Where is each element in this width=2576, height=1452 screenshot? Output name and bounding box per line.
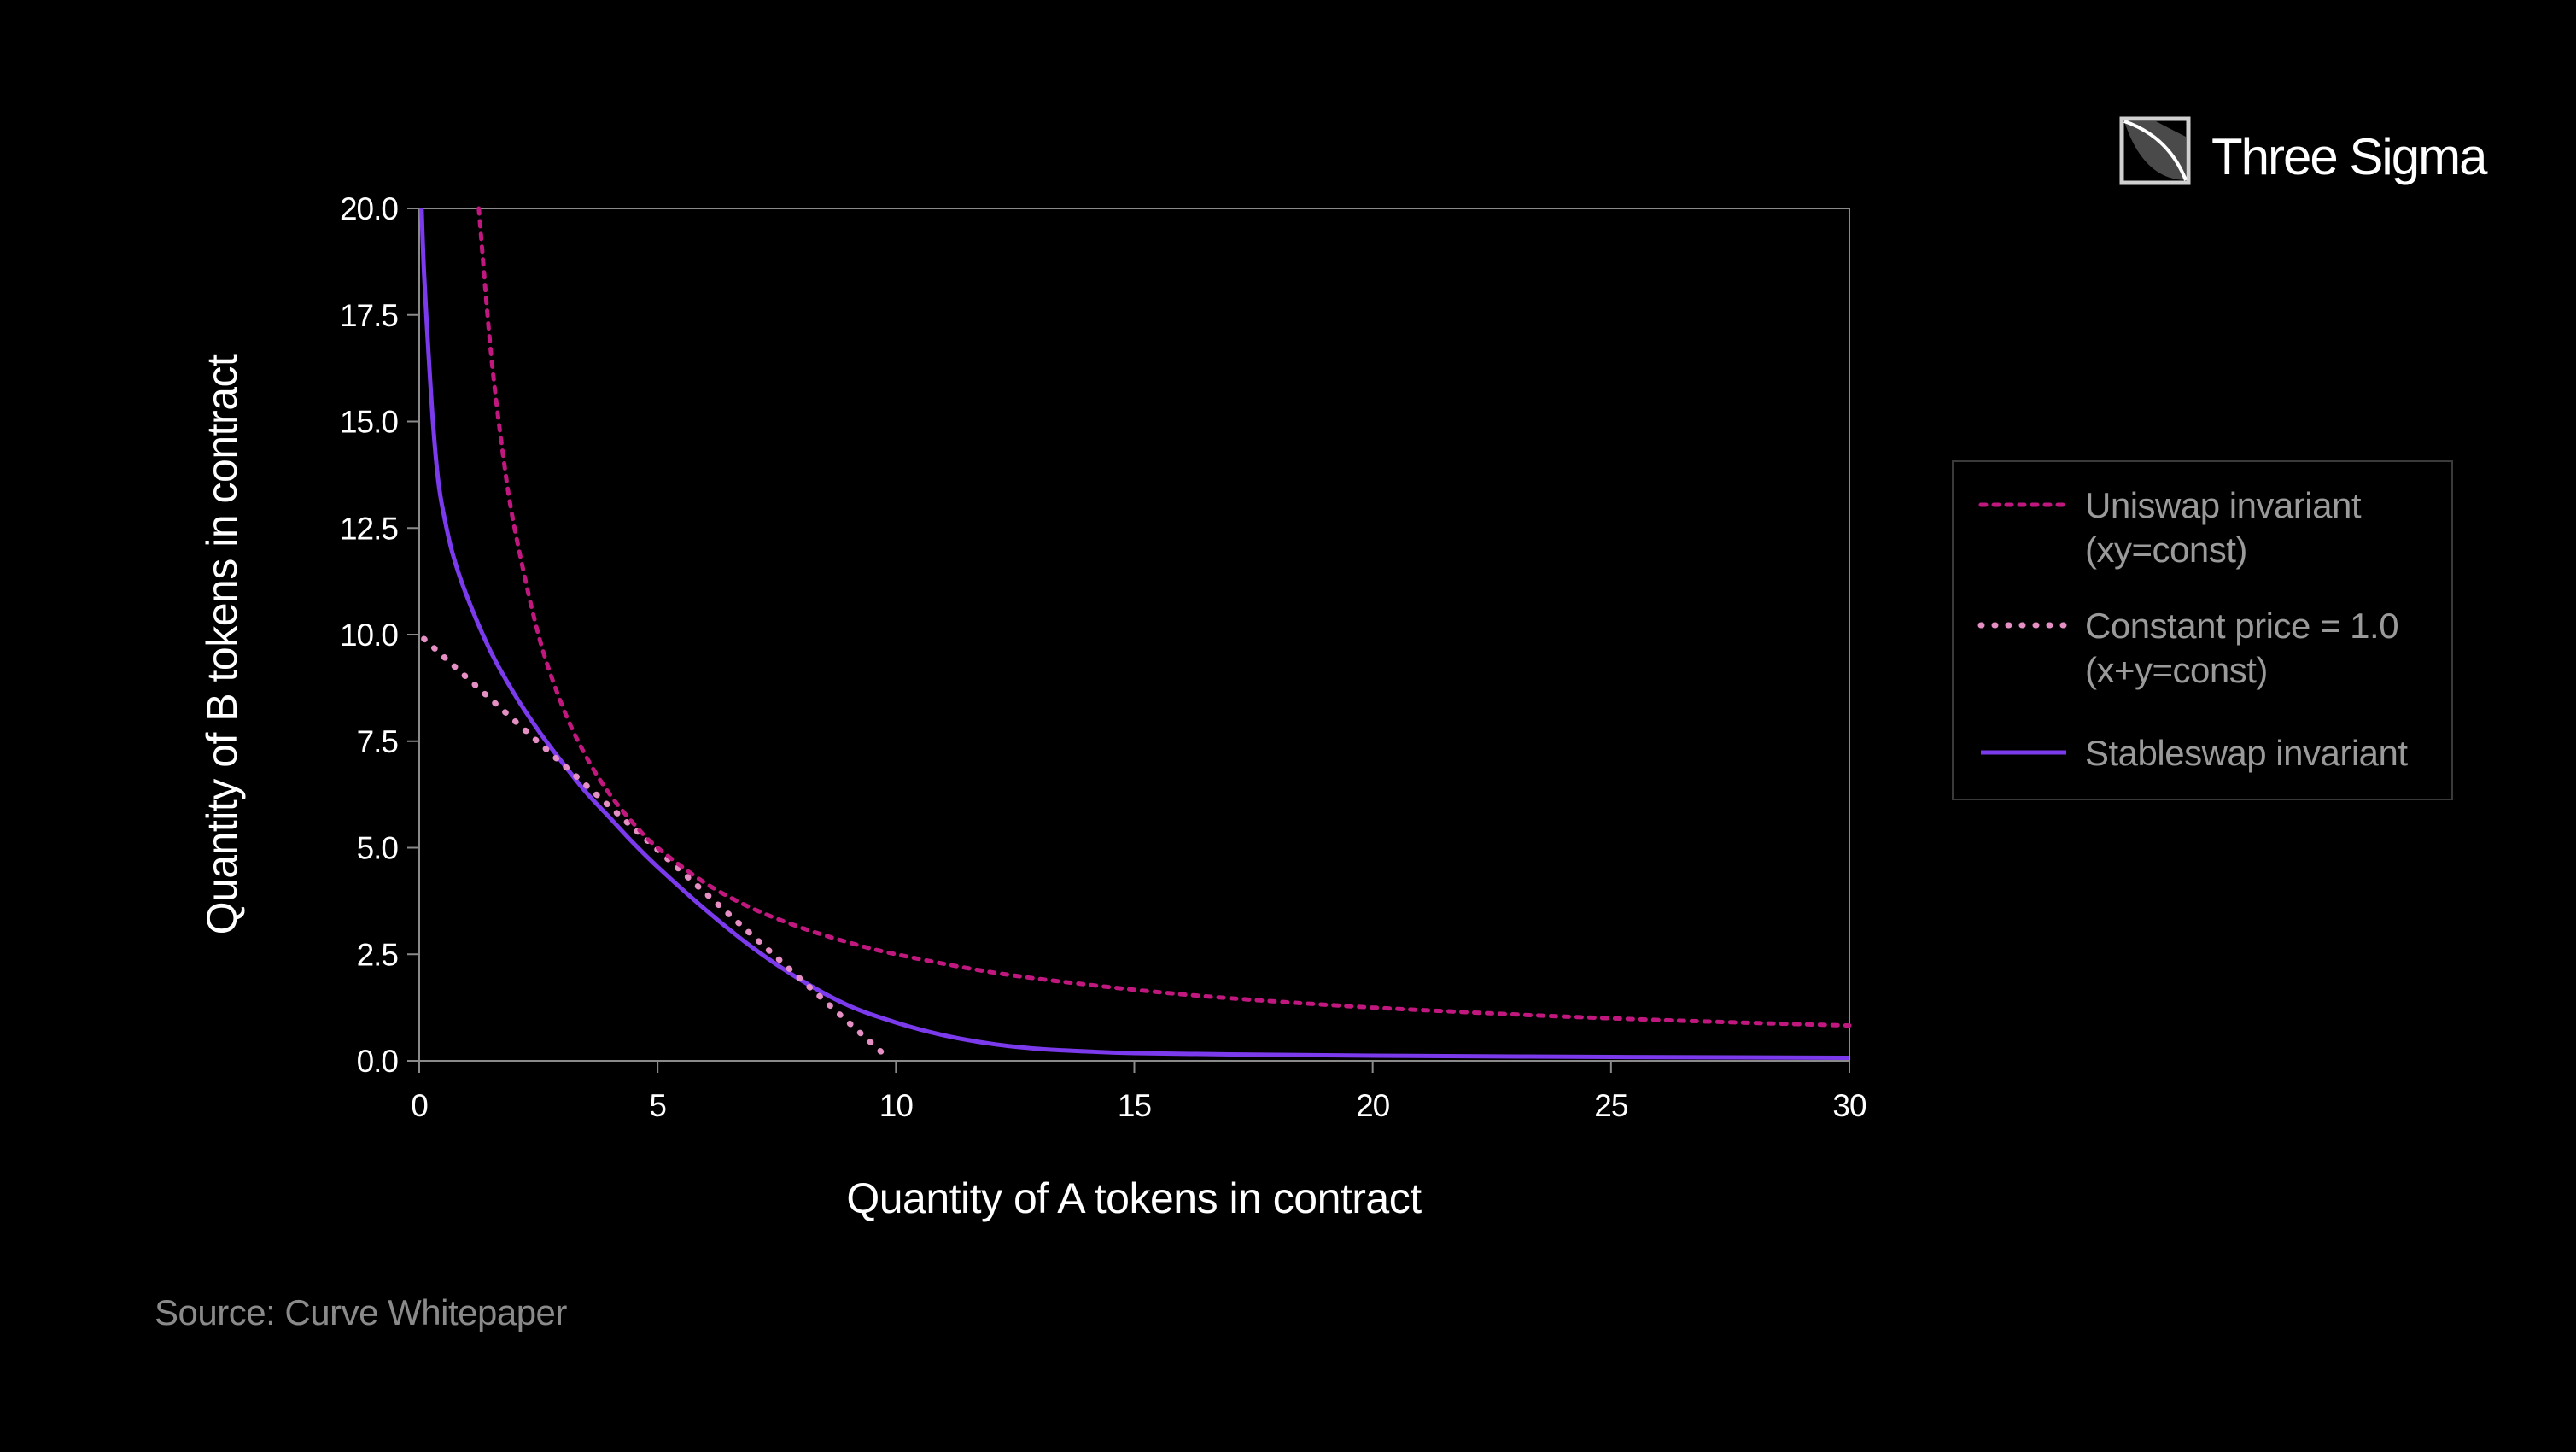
three-sigma-logo-icon xyxy=(2119,116,2191,185)
x-tick-label: 20 xyxy=(1356,1088,1390,1123)
y-tick-label: 12.5 xyxy=(340,511,398,546)
series-layer xyxy=(419,206,1852,1061)
legend-box xyxy=(1952,460,2453,800)
y-tick-label: 10.0 xyxy=(340,618,398,653)
x-tick-label: 0 xyxy=(411,1088,428,1123)
legend-label: Constant price = 1.0 xyxy=(2085,606,2398,646)
y-tick-label: 7.5 xyxy=(357,724,399,759)
y-tick-label: 0.0 xyxy=(357,1044,399,1079)
x-axis-title: Quantity of A tokens in contract xyxy=(846,1174,1422,1222)
y-tick-label: 20.0 xyxy=(340,191,398,226)
legend-label: Uniswap invariant xyxy=(2085,485,2362,525)
series-line-2 xyxy=(419,208,1850,1061)
legend-label: (x+y=const) xyxy=(2085,650,2268,690)
x-tick-label: 15 xyxy=(1118,1088,1152,1123)
x-tick-label: 25 xyxy=(1594,1088,1628,1123)
series-line-1 xyxy=(421,635,890,1060)
brand-logo: Three Sigma xyxy=(2119,116,2490,185)
y-tick-label: 15.0 xyxy=(340,405,398,440)
y-tick-label: 17.5 xyxy=(340,298,398,333)
x-tick-label: 10 xyxy=(879,1088,914,1123)
axis-ticks: 0 5 10 15 20 25 30 0.0 2.5 5.0 7.5 10.0 12.5 15.0 17.5… xyxy=(340,191,1867,1123)
x-tick-label: 5 xyxy=(649,1088,666,1123)
y-axis-title: Quantity of B tokens in contract xyxy=(198,354,246,934)
x-tick-label: 30 xyxy=(1832,1088,1866,1123)
plot-frame xyxy=(418,208,1850,1062)
legend-label: (xy=const) xyxy=(2085,530,2247,570)
series-line-0 xyxy=(476,206,1852,1028)
brand-name: Three Sigma xyxy=(2211,128,2488,185)
legend: Uniswap invariant (xy=const) Constant pric… xyxy=(1952,460,2453,800)
y-tick-label: 2.5 xyxy=(357,937,399,972)
plot-area xyxy=(418,208,1850,1062)
y-tick-label: 5.0 xyxy=(357,831,399,866)
legend-label: Stableswap invariant xyxy=(2085,733,2408,773)
source-note: Source: Curve Whitepaper xyxy=(155,1292,567,1332)
